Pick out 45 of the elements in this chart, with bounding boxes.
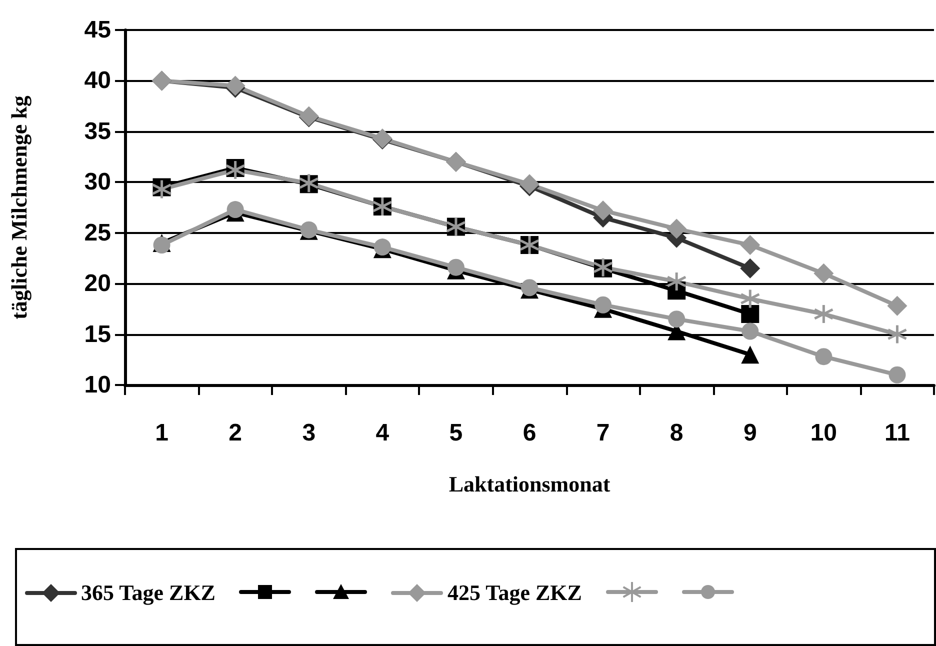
point (815, 348, 832, 366)
point (740, 235, 760, 256)
point (741, 305, 760, 323)
x-axis-title: Laktationsmonat (448, 472, 611, 496)
point (225, 160, 246, 180)
x-tick-label: 6 (522, 420, 536, 446)
y-tick-label: 20 (84, 270, 111, 298)
x-tick-label: 5 (449, 420, 463, 446)
point (593, 200, 614, 221)
point (741, 346, 760, 364)
point (814, 263, 834, 284)
y-tick-label: 15 (84, 320, 111, 348)
legend-label: 425 Tage ZKZ (447, 580, 582, 606)
x-tick-label: 4 (376, 420, 390, 446)
x-tick-label: 8 (670, 420, 684, 446)
y-tick-label: 40 (84, 67, 111, 94)
y-tick-label: 45 (84, 16, 111, 44)
point (813, 304, 834, 324)
point (742, 322, 759, 340)
point (888, 366, 906, 384)
point (887, 296, 908, 316)
x-tick-label: 10 (810, 420, 838, 446)
legend-label: 365 Tage ZKZ (81, 580, 216, 606)
y-tick-label: 30 (84, 168, 111, 196)
point (666, 218, 687, 239)
point (226, 201, 244, 218)
point (447, 258, 464, 276)
y-tick-label: 35 (84, 118, 111, 145)
x-tick-label: 11 (884, 420, 910, 446)
x-tick-label: 9 (743, 420, 757, 446)
point (668, 310, 686, 328)
x-tick-label: 1 (155, 420, 168, 446)
x-tick-label: 2 (228, 420, 242, 446)
x-tick-label: 3 (302, 420, 316, 446)
point (152, 178, 172, 200)
point (594, 296, 612, 314)
y-tick-label: 10 (84, 372, 111, 398)
y-axis-title: tägliche Milchmenge kg (6, 96, 32, 320)
point (886, 324, 908, 345)
x-tick-label: 7 (596, 420, 610, 446)
point (740, 288, 760, 310)
y-tick-label: 25 (84, 219, 111, 246)
point (740, 258, 760, 278)
point (666, 271, 687, 292)
point (153, 236, 170, 254)
